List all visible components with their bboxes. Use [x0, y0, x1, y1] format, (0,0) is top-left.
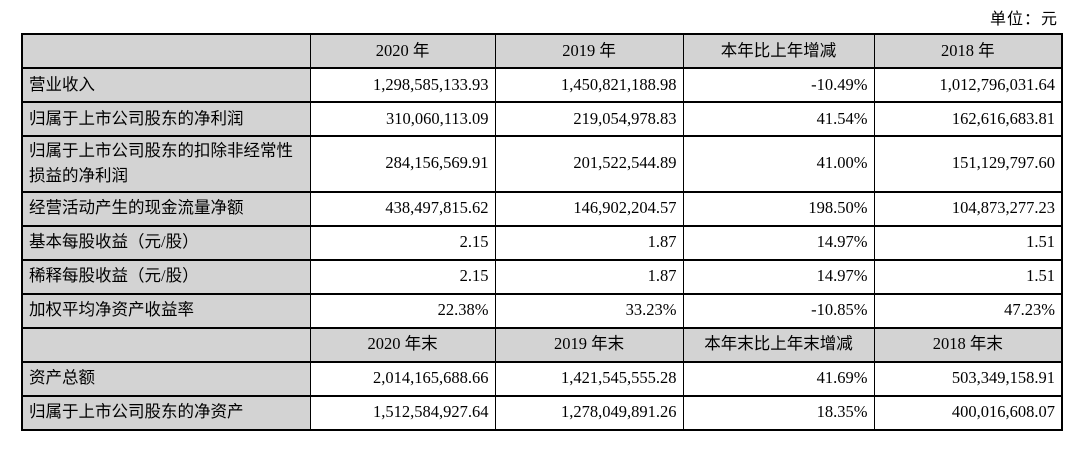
unit-label: 单位：元: [989, 11, 1058, 28]
value-2019-end: 1,421,545,555.28: [494, 360, 684, 397]
row-label: 归属于上市公司股东的净利润: [21, 101, 311, 137]
value-2018: 151,129,797.60: [873, 135, 1063, 193]
table-row-basic-eps: 基本每股收益（元/股） 2.15 1.87 14.97% 1.51: [21, 224, 1063, 261]
financial-summary-table: 2020 年 2019 年 本年比上年增减 2018 年 营业收入 1,298,…: [21, 33, 1063, 431]
header-cell-2019: 2019 年: [494, 33, 684, 69]
header-cell-yoy-change: 本年比上年增减: [682, 33, 875, 69]
value-2018-end: 503,349,158.91: [873, 360, 1063, 397]
row-label: 加权平均净资产收益率: [21, 292, 311, 329]
value-2020: 2.15: [309, 258, 496, 295]
value-2019: 33.23%: [494, 292, 684, 329]
value-change: 198.50%: [682, 190, 875, 227]
header-cell-yearend-change: 本年末比上年末增减: [682, 326, 875, 363]
table-row-total-assets: 资产总额 2,014,165,688.66 1,421,545,555.28 4…: [21, 360, 1063, 397]
value-2019: 1.87: [494, 258, 684, 295]
value-change: 41.69%: [682, 360, 875, 397]
header-row-annual: 2020 年 2019 年 本年比上年增减 2018 年: [21, 33, 1063, 69]
row-label: 稀释每股收益（元/股）: [21, 258, 311, 295]
table-row-net-assets: 归属于上市公司股东的净资产 1,512,584,927.64 1,278,049…: [21, 394, 1063, 431]
value-change: 18.35%: [682, 394, 875, 431]
value-2018: 104,873,277.23: [873, 190, 1063, 227]
value-2018: 162,616,683.81: [873, 101, 1063, 137]
value-2018: 1.51: [873, 224, 1063, 261]
table-row-net-profit: 归属于上市公司股东的净利润 310,060,113.09 219,054,978…: [21, 101, 1063, 137]
value-2019: 146,902,204.57: [494, 190, 684, 227]
value-2019: 219,054,978.83: [494, 101, 684, 137]
value-change: 41.00%: [682, 135, 875, 193]
row-label: 归属于上市公司股东的扣除非经常性损益的净利润: [21, 135, 311, 193]
table-row-operating-cash-flow: 经营活动产生的现金流量净额 438,497,815.62 146,902,204…: [21, 190, 1063, 227]
value-2019: 1.87: [494, 224, 684, 261]
value-change: -10.85%: [682, 292, 875, 329]
value-2018-end: 400,016,608.07: [873, 394, 1063, 431]
value-2020: 438,497,815.62: [309, 190, 496, 227]
header-cell-2020-end: 2020 年末: [309, 326, 496, 363]
value-2018: 47.23%: [873, 292, 1063, 329]
header-cell-2018-end: 2018 年末: [873, 326, 1063, 363]
table-row-weighted-avg-roe: 加权平均净资产收益率 22.38% 33.23% -10.85% 47.23%: [21, 292, 1063, 329]
value-2020: 22.38%: [309, 292, 496, 329]
row-label: 营业收入: [21, 67, 311, 103]
row-label: 归属于上市公司股东的净资产: [21, 394, 311, 431]
value-2020-end: 1,512,584,927.64: [309, 394, 496, 431]
table-row-net-profit-excl-nonrecurring: 归属于上市公司股东的扣除非经常性损益的净利润 284,156,569.91 20…: [21, 135, 1063, 193]
value-change: 41.54%: [682, 101, 875, 137]
value-2020: 310,060,113.09: [309, 101, 496, 137]
value-change: -10.49%: [682, 67, 875, 103]
header-row-year-end: 2020 年末 2019 年末 本年末比上年末增减 2018 年末: [21, 326, 1063, 363]
value-2019: 1,450,821,188.98: [494, 67, 684, 103]
value-2019-end: 1,278,049,891.26: [494, 394, 684, 431]
row-label: 经营活动产生的现金流量净额: [21, 190, 311, 227]
value-2020: 284,156,569.91: [309, 135, 496, 193]
header-cell-blank: [21, 326, 311, 363]
value-2020-end: 2,014,165,688.66: [309, 360, 496, 397]
value-2018: 1,012,796,031.64: [873, 67, 1063, 103]
value-2018: 1.51: [873, 258, 1063, 295]
header-cell-blank: [21, 33, 311, 69]
table-row-diluted-eps: 稀释每股收益（元/股） 2.15 1.87 14.97% 1.51: [21, 258, 1063, 295]
row-label: 资产总额: [21, 360, 311, 397]
row-label: 基本每股收益（元/股）: [21, 224, 311, 261]
value-2020: 1,298,585,133.93: [309, 67, 496, 103]
header-cell-2019-end: 2019 年末: [494, 326, 684, 363]
value-2020: 2.15: [309, 224, 496, 261]
header-cell-2020: 2020 年: [309, 33, 496, 69]
value-2019: 201,522,544.89: [494, 135, 684, 193]
value-change: 14.97%: [682, 224, 875, 261]
table-row-revenue: 营业收入 1,298,585,133.93 1,450,821,188.98 -…: [21, 67, 1063, 103]
header-cell-2018: 2018 年: [873, 33, 1063, 69]
value-change: 14.97%: [682, 258, 875, 295]
